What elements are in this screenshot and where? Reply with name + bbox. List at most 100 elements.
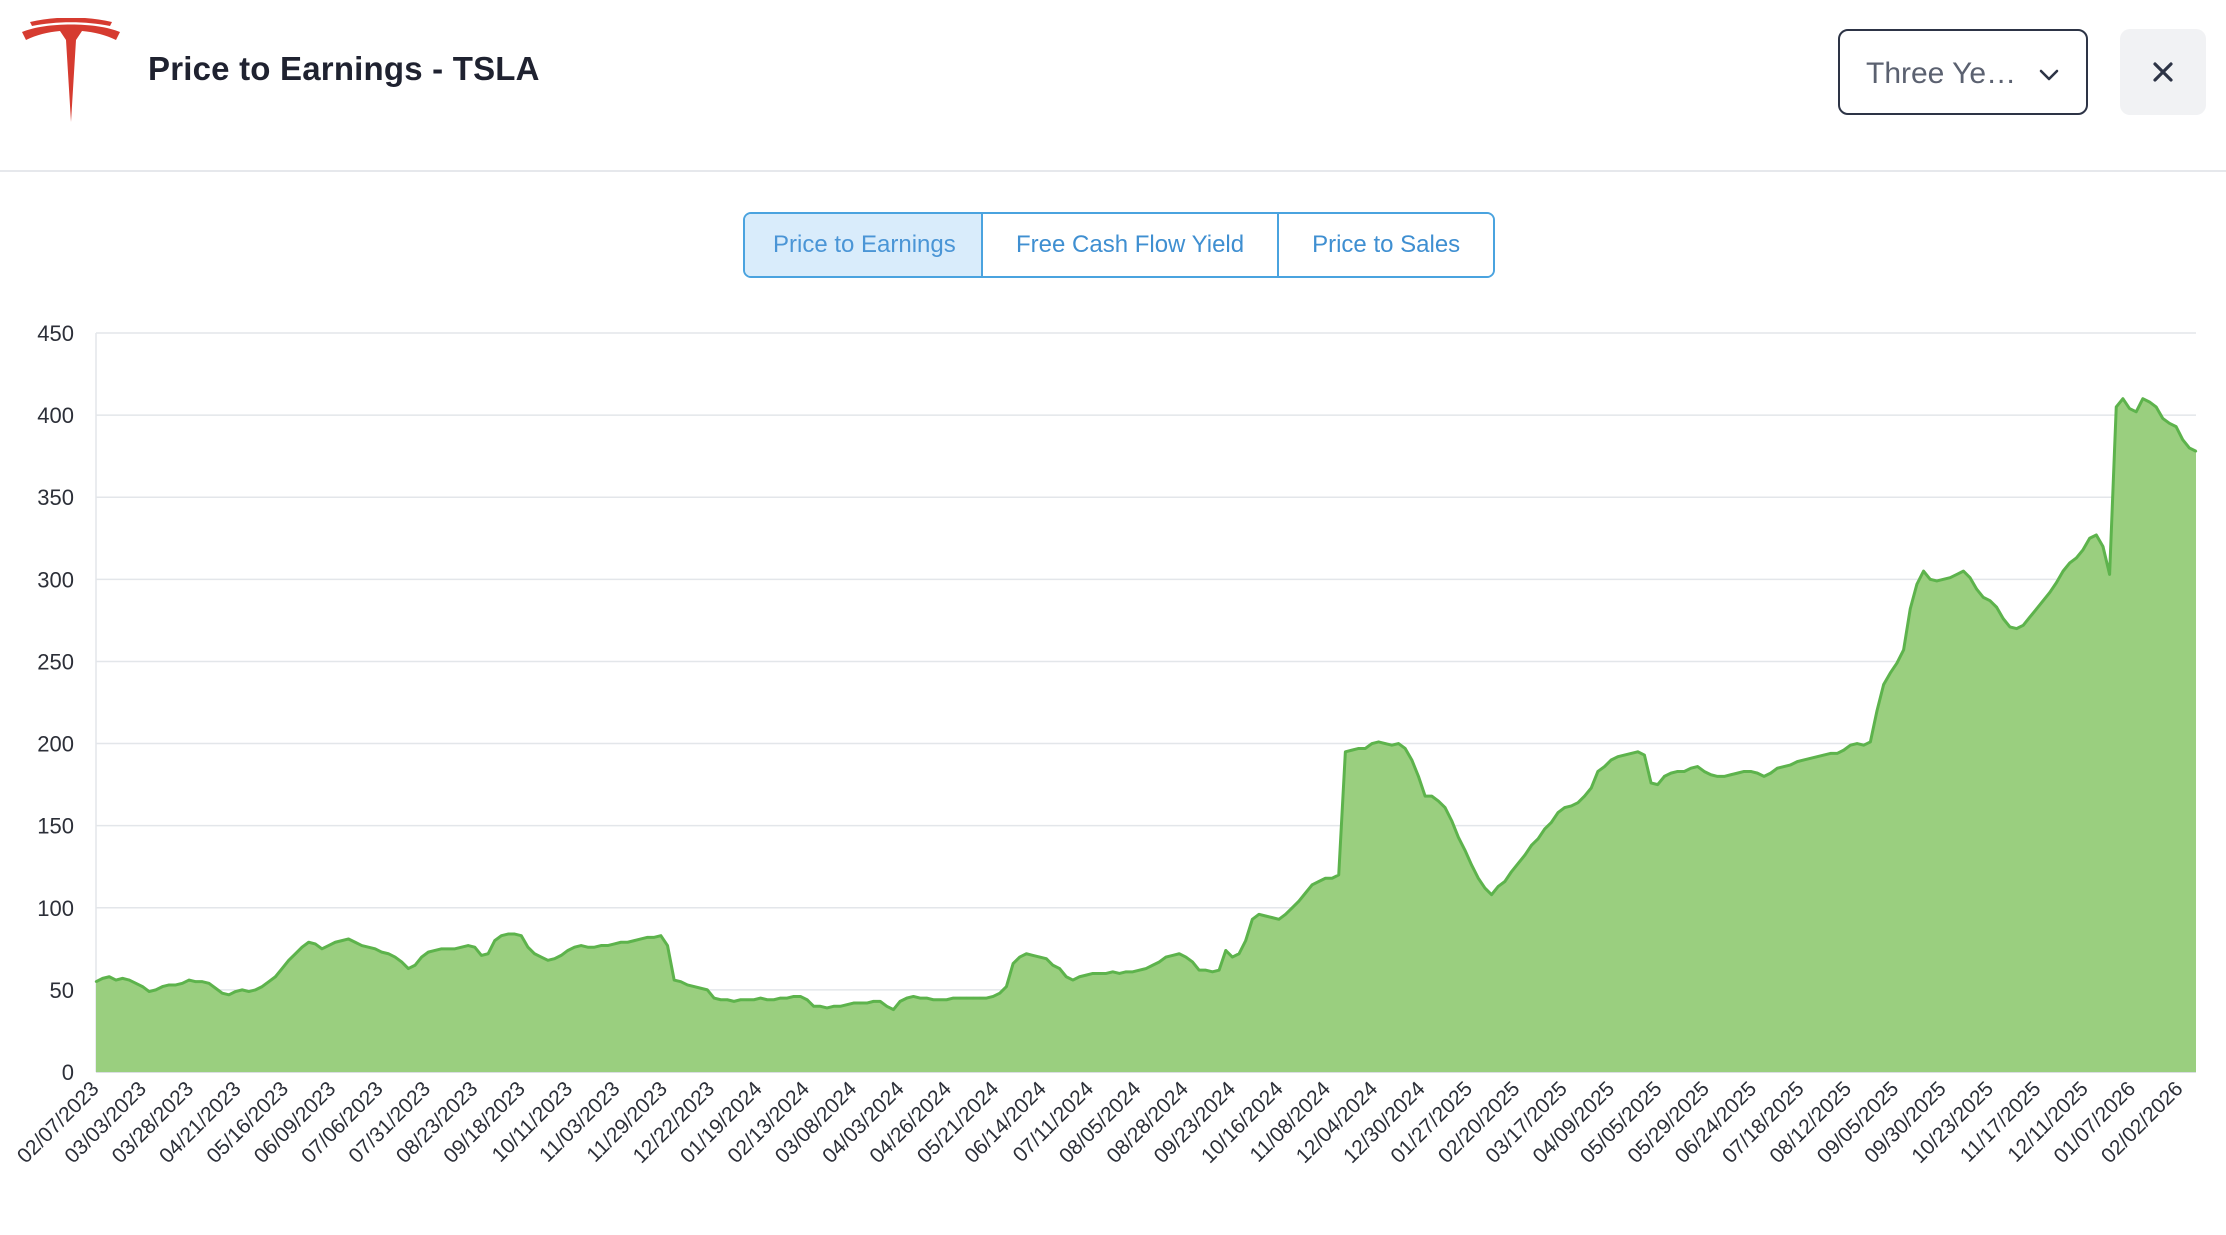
data-point bbox=[852, 1001, 855, 1005]
data-point bbox=[1191, 960, 1194, 964]
data-point bbox=[1011, 962, 1015, 965]
close-button[interactable] bbox=[2120, 29, 2206, 115]
data-point bbox=[699, 987, 702, 990]
data-point bbox=[1762, 775, 1766, 778]
data-point bbox=[540, 955, 543, 959]
data-point bbox=[1603, 765, 1606, 768]
data-point bbox=[1722, 775, 1726, 778]
data-point bbox=[440, 947, 443, 951]
data-point bbox=[885, 1005, 889, 1008]
y-tick-label: 0 bbox=[62, 1060, 74, 1085]
chevron-down-icon bbox=[2039, 69, 2059, 81]
data-point bbox=[766, 998, 769, 1001]
data-point bbox=[247, 990, 251, 993]
data-point bbox=[1915, 583, 1919, 586]
data-point bbox=[1344, 750, 1347, 753]
y-tick-label: 300 bbox=[37, 567, 74, 592]
data-point bbox=[1244, 939, 1247, 942]
data-point bbox=[1909, 607, 1912, 611]
data-point bbox=[2028, 615, 2032, 619]
data-point bbox=[1530, 844, 1533, 847]
data-point bbox=[985, 996, 988, 1000]
data-point bbox=[1516, 862, 1520, 865]
data-point bbox=[2041, 599, 2045, 602]
data-point bbox=[991, 995, 995, 998]
data-point bbox=[334, 941, 337, 944]
data-point bbox=[613, 942, 616, 946]
y-tick-label: 50 bbox=[50, 978, 74, 1003]
data-point bbox=[1703, 770, 1706, 773]
data-point bbox=[2002, 617, 2005, 620]
tab-free-cash-flow-yield[interactable]: Free Cash Flow Yield bbox=[981, 214, 1278, 276]
data-point bbox=[1736, 771, 1739, 775]
data-point bbox=[2148, 400, 2151, 404]
data-point bbox=[878, 1000, 882, 1003]
data-point bbox=[1895, 661, 1899, 665]
data-point bbox=[2128, 407, 2131, 410]
data-point bbox=[493, 939, 496, 942]
data-point bbox=[1330, 877, 1334, 880]
data-point bbox=[1649, 781, 1653, 785]
data-point bbox=[260, 985, 264, 988]
data-point bbox=[161, 985, 164, 988]
data-point bbox=[1497, 885, 1500, 888]
data-point bbox=[300, 945, 304, 949]
data-point bbox=[353, 941, 357, 944]
data-point bbox=[559, 954, 563, 957]
data-point bbox=[586, 945, 589, 949]
data-point bbox=[918, 996, 922, 1000]
data-point bbox=[2181, 438, 2184, 441]
data-point bbox=[639, 937, 643, 941]
data-point bbox=[241, 988, 244, 992]
data-point bbox=[1570, 804, 1573, 808]
data-point bbox=[154, 988, 158, 992]
data-point bbox=[1789, 763, 1792, 767]
data-point bbox=[400, 960, 403, 964]
data-point bbox=[1942, 578, 1945, 581]
data-point bbox=[546, 959, 550, 962]
data-point bbox=[121, 977, 124, 980]
data-point bbox=[2194, 450, 2198, 453]
data-point bbox=[1370, 742, 1374, 745]
data-point bbox=[2035, 607, 2038, 611]
data-point bbox=[307, 941, 310, 944]
data-point bbox=[719, 998, 722, 1001]
data-point bbox=[287, 959, 290, 962]
data-point bbox=[108, 975, 111, 978]
data-point bbox=[898, 1000, 902, 1003]
data-point bbox=[1310, 883, 1314, 886]
data-point bbox=[181, 982, 184, 985]
tab-price-to-earnings[interactable]: Price to Earnings bbox=[745, 214, 981, 276]
data-point bbox=[1842, 748, 1845, 752]
data-point bbox=[912, 995, 915, 998]
tab-price-to-sales[interactable]: Price to Sales bbox=[1277, 214, 1494, 276]
data-point bbox=[1324, 877, 1327, 880]
data-point bbox=[1583, 794, 1586, 798]
data-point bbox=[573, 945, 576, 949]
data-point bbox=[2134, 410, 2138, 414]
data-point bbox=[1962, 569, 1965, 573]
data-point bbox=[1696, 765, 1699, 768]
time-range-dropdown[interactable]: Three Ye… bbox=[1838, 29, 2088, 115]
data-point bbox=[1536, 837, 1540, 840]
data-point bbox=[1091, 972, 1095, 975]
data-point bbox=[633, 939, 636, 942]
data-point bbox=[2055, 581, 2058, 584]
data-point bbox=[1284, 913, 1287, 916]
data-point bbox=[174, 983, 177, 987]
data-point bbox=[972, 996, 975, 1000]
data-point bbox=[1065, 975, 1068, 978]
data-point bbox=[2061, 569, 2065, 573]
y-tick-label: 100 bbox=[37, 896, 74, 921]
data-point bbox=[1935, 579, 1939, 583]
data-point bbox=[832, 1005, 835, 1008]
data-point bbox=[1151, 964, 1154, 967]
data-point bbox=[1005, 985, 1008, 988]
data-point bbox=[1138, 968, 1141, 972]
data-point bbox=[1470, 863, 1473, 867]
data-point bbox=[1118, 972, 1121, 975]
data-point bbox=[892, 1008, 895, 1011]
data-point bbox=[1543, 827, 1546, 831]
data-point bbox=[905, 996, 908, 1000]
data-point bbox=[1045, 957, 1048, 960]
